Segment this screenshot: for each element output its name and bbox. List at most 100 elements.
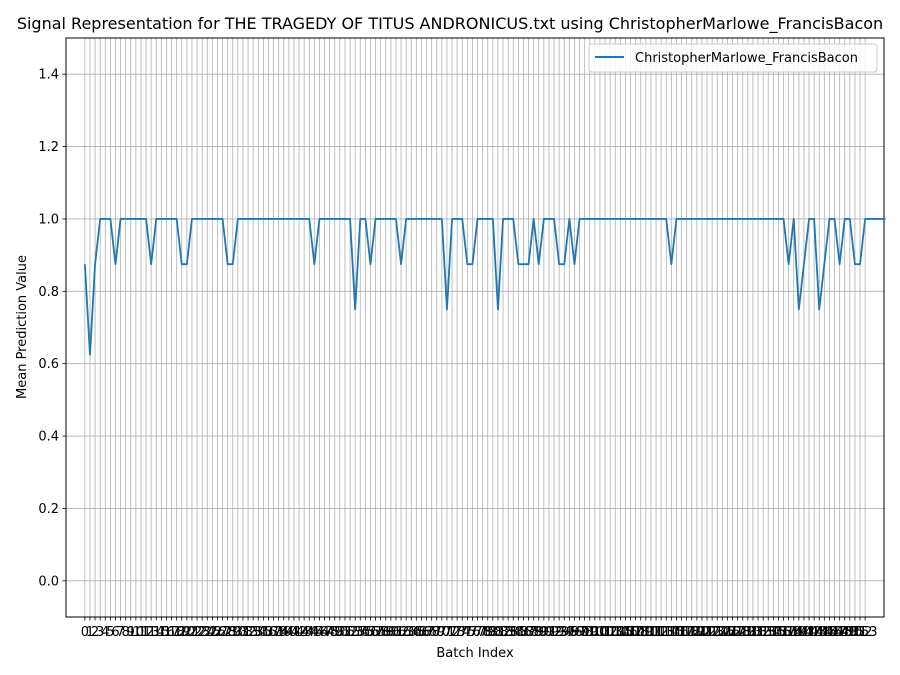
x-tick-label: 109: [628, 625, 653, 640]
x-tick-label: 136: [766, 625, 791, 640]
legend: ChristopherMarlowe_FrancisBacon: [588, 43, 878, 73]
x-tick-label: 153: [853, 625, 878, 640]
x-tick-label: 114: [654, 625, 679, 640]
x-tick-label: 123: [700, 625, 725, 640]
x-tick-label: 81: [490, 625, 507, 640]
x-tick-label: 11: [133, 625, 150, 640]
x-tick-label: 34: [250, 625, 267, 640]
x-tick-label: 55: [357, 625, 374, 640]
x-tick-label: 29: [224, 625, 241, 640]
x-tick-label: 46: [311, 625, 328, 640]
x-tick-label: 45: [306, 625, 323, 640]
x-tick-label: 118: [674, 625, 699, 640]
x-tick-label: 6: [111, 625, 119, 640]
x-tick-label: 83: [500, 625, 517, 640]
x-tick-label: 75: [459, 625, 476, 640]
x-tick-label: 78: [474, 625, 491, 640]
x-tick-label: 119: [679, 625, 704, 640]
x-tick-label: 90: [536, 625, 553, 640]
x-tick-label: 21: [184, 625, 201, 640]
y-tick-label: 0.0: [38, 574, 59, 589]
x-tick-label: 50: [332, 625, 349, 640]
x-tick-label: 10: [128, 625, 145, 640]
x-tick-label: 112: [644, 625, 669, 640]
x-axis-ticks: 0123456789101112131415161718192021222324…: [81, 617, 878, 640]
x-tick-label: 137: [771, 625, 796, 640]
x-tick-label: 57: [367, 625, 384, 640]
x-tick-label: 148: [827, 625, 852, 640]
x-tick-label: 27: [214, 625, 231, 640]
series-line: [83, 218, 886, 356]
x-tick-label: 84: [505, 625, 522, 640]
x-tick-label: 116: [664, 625, 689, 640]
y-tick-label: 0.6: [38, 357, 59, 372]
x-tick-label: 151: [843, 625, 868, 640]
x-tick-label: 111: [639, 625, 664, 640]
x-tick-label: 17: [163, 625, 180, 640]
x-tick-label: 144: [807, 625, 832, 640]
x-tick-label: 71: [439, 625, 456, 640]
x-tick-label: 113: [649, 625, 674, 640]
y-tick-label: 0.4: [38, 430, 59, 445]
x-tick-label: 104: [603, 625, 628, 640]
x-tick-label: 3: [96, 625, 104, 640]
x-tick-label: 42: [291, 625, 308, 640]
x-tick-label: 73: [449, 625, 466, 640]
x-tick-label: 92: [546, 625, 563, 640]
x-tick-label: 20: [179, 625, 196, 640]
y-axis-ticks: 0.0 0.2 0.4 0.6 0.8 1.0 1.2 1.4: [38, 68, 66, 589]
x-tick-label: 130: [735, 625, 760, 640]
x-tick-label: 147: [822, 625, 847, 640]
y-tick-label: 0.2: [38, 502, 59, 517]
x-tick-label: 67: [418, 625, 435, 640]
x-tick-label: 105: [608, 625, 633, 640]
x-tick-label: 53: [347, 625, 364, 640]
x-tick-label: 74: [454, 625, 471, 640]
x-tick-label: 14: [148, 625, 165, 640]
x-tick-label: 54: [352, 625, 369, 640]
y-tick-label: 1.2: [38, 140, 59, 155]
x-tick-label: 107: [618, 625, 643, 640]
x-tick-label: 106: [613, 625, 638, 640]
x-tick-label: 94: [556, 625, 573, 640]
x-tick-label: 97: [571, 625, 588, 640]
x-tick-label: 86: [515, 625, 532, 640]
x-tick-label: 68: [423, 625, 440, 640]
x-tick-label: 19: [173, 625, 190, 640]
x-tick-label: 60: [383, 625, 400, 640]
x-tick-label: 102: [593, 625, 618, 640]
x-tick-label: 80: [485, 625, 502, 640]
x-tick-label: 95: [561, 625, 578, 640]
x-tick-label: 110: [633, 625, 658, 640]
x-tick-label: 122: [695, 625, 720, 640]
x-tick-label: 101: [588, 625, 613, 640]
x-tick-label: 56: [362, 625, 379, 640]
x-tick-label: 1: [86, 625, 94, 640]
x-tick-label: 44: [301, 625, 318, 640]
x-tick-label: 103: [598, 625, 623, 640]
x-tick-label: 23: [194, 625, 211, 640]
x-tick-label: 128: [725, 625, 750, 640]
x-tick-label: 52: [342, 625, 359, 640]
x-tick-label: 132: [746, 625, 771, 640]
legend-box: [588, 43, 878, 73]
x-axis-label: Batch Index: [436, 646, 514, 661]
x-tick-label: 141: [792, 625, 817, 640]
x-tick-label: 15: [153, 625, 170, 640]
x-tick-label: 124: [705, 625, 730, 640]
x-tick-label: 2: [91, 625, 99, 640]
x-tick-label: 51: [337, 625, 354, 640]
y-axis-label: Mean Prediction Value: [15, 255, 30, 399]
x-tick-label: 18: [168, 625, 185, 640]
x-tick-label: 36: [260, 625, 277, 640]
x-tick-label: 26: [209, 625, 226, 640]
x-tick-label: 58: [372, 625, 389, 640]
x-tick-label: 108: [623, 625, 648, 640]
x-tick-label: 131: [741, 625, 766, 640]
x-tick-label: 143: [802, 625, 827, 640]
x-tick-label: 4: [101, 625, 109, 640]
x-tick-label: 142: [797, 625, 822, 640]
x-tick-label: 96: [566, 625, 583, 640]
x-tick-label: 91: [541, 625, 558, 640]
